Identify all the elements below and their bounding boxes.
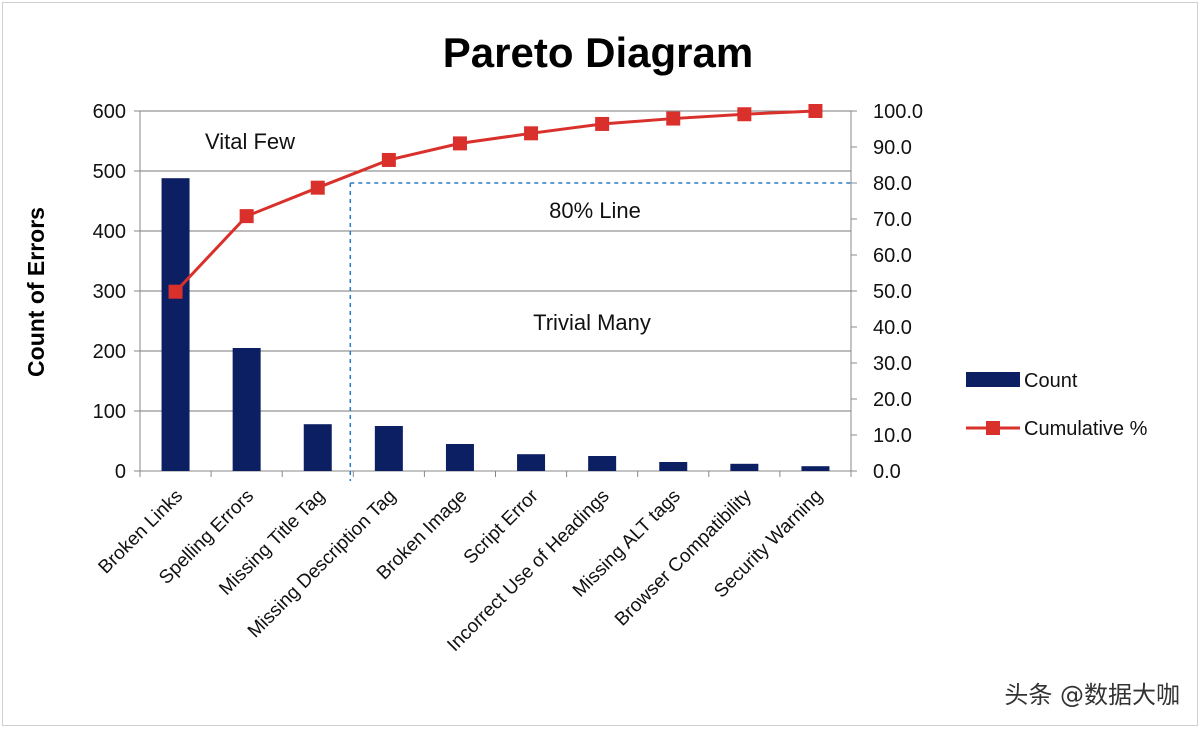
bar-count	[517, 454, 546, 471]
cumulative-point	[595, 116, 610, 131]
cumulative-point	[666, 111, 681, 126]
bar-count	[161, 178, 190, 471]
y-tick-label: 400	[93, 221, 126, 243]
y2-tick-label: 0.0	[873, 461, 901, 483]
y2-tick-label: 40.0	[873, 317, 912, 339]
cumulative-point	[808, 104, 823, 118]
cumulative-point	[168, 284, 183, 299]
y2-tick-label: 100.0	[873, 101, 923, 123]
y-tick-label: 200	[93, 341, 126, 363]
y2-tick-label: 50.0	[873, 281, 912, 303]
legend-cumulative-label: Cumulative %	[1024, 418, 1148, 440]
annotation-80-line: 80% Line	[549, 198, 641, 223]
y2-tick-label: 60.0	[873, 245, 912, 267]
y-tick-label: 500	[93, 161, 126, 183]
y-tick-label: 100	[93, 401, 126, 423]
y-tick-label: 0	[115, 461, 126, 483]
x-category-label: Missing Description Tag	[244, 486, 400, 642]
y2-tick-label: 80.0	[873, 173, 912, 195]
y2-tick-label: 10.0	[873, 425, 912, 447]
cumulative-point	[310, 180, 325, 195]
bar-count	[659, 462, 688, 471]
cumulative-point	[239, 209, 254, 224]
y-tick-label: 300	[93, 281, 126, 303]
legend-cumulative-marker	[986, 421, 1000, 435]
bar-count	[445, 444, 474, 471]
legend-count-label: Count	[1024, 370, 1078, 392]
y2-tick-label: 90.0	[873, 137, 912, 159]
legend: Count Cumulative %	[966, 370, 1148, 440]
legend-count-swatch	[966, 372, 1020, 387]
annotation-trivial-many: Trivial Many	[533, 310, 651, 335]
chart-title: Pareto Diagram	[443, 29, 753, 76]
bar-count	[232, 348, 261, 471]
bar-count	[588, 456, 617, 471]
cumulative-point	[524, 126, 539, 141]
y2-tick-label: 70.0	[873, 209, 912, 231]
y-tick-label: 600	[93, 101, 126, 123]
cumulative-point	[452, 136, 467, 151]
x-category-label: Browser Compatibility	[611, 485, 756, 630]
y-axis-label: Count of Errors	[23, 207, 49, 377]
watermark: 头条 @数据大咖	[1004, 681, 1180, 709]
cumulative-point	[737, 107, 752, 122]
bar-count	[303, 424, 332, 471]
bar-count	[730, 463, 759, 471]
annotation-vital-few: Vital Few	[205, 129, 295, 154]
y2-tick-label: 30.0	[873, 353, 912, 375]
cumulative-line	[174, 109, 816, 293]
cumulative-point	[381, 152, 396, 167]
bar-count	[801, 466, 830, 471]
y2-tick-label: 20.0	[873, 389, 912, 411]
bar-count	[374, 426, 403, 471]
